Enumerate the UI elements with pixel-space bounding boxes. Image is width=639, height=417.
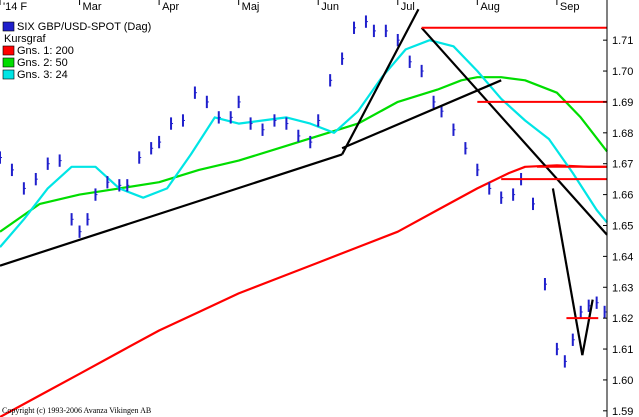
y-tick-label: 1.62 — [612, 313, 633, 325]
legend-entry-ma50: Gns. 2: 50 — [17, 57, 68, 69]
x-tick-label: Apr — [162, 1, 179, 13]
y-tick-label: 1.65 — [612, 220, 633, 232]
x-tick-label: Mar — [83, 1, 102, 13]
y-axis-ticks: 1.59 1.60 1.61 1.62 1.63 1.64 1.65 1.66 1.67 1.68… — [603, 35, 633, 417]
y-tick-label: 1.70 — [612, 66, 633, 78]
y-tick-label: 1.66 — [612, 190, 633, 202]
trendline — [581, 299, 594, 356]
x-tick-label: '14 F — [3, 1, 27, 13]
x-tick-label: Maj — [242, 1, 260, 13]
ma200-line — [0, 164, 607, 417]
ma24-line — [0, 39, 608, 248]
ma200-layer — [0, 164, 607, 417]
legend-title: SIX GBP/USD-SPOT (Dag) — [17, 21, 151, 33]
y-tick-label: 1.60 — [612, 375, 633, 387]
trendline — [551, 188, 584, 356]
y-tick-label: 1.63 — [612, 282, 633, 294]
legend-entry-ma200: Gns. 1: 200 — [17, 45, 74, 57]
legend-swatch-ma50 — [2, 57, 15, 68]
trendline — [0, 153, 343, 267]
legend-swatch-ma200 — [2, 45, 15, 56]
trendline — [341, 8, 420, 155]
x-tick-label: Jul — [401, 1, 415, 13]
legend-subtitle: Kursgraf — [4, 33, 47, 45]
x-tick-label: Sep — [560, 1, 580, 13]
legend-swatch-ma24 — [2, 69, 15, 80]
x-tick-label: Aug — [480, 1, 500, 13]
y-tick-label: 1.61 — [612, 344, 633, 356]
level-lines-layer — [421, 26, 607, 320]
y-tick-label: 1.68 — [612, 128, 633, 140]
copyright-text: Copyright (c) 1993-2006 Avanza Vikingen … — [2, 406, 151, 415]
trendlines-layer — [0, 8, 608, 356]
legend: SIX GBP/USD-SPOT (Dag) Kursgraf Gns. 1: … — [2, 21, 151, 81]
y-tick-label: 1.59 — [612, 406, 633, 417]
y-tick-label: 1.67 — [612, 159, 633, 171]
y-tick-label: 1.64 — [612, 251, 633, 263]
y-tick-label: 1.69 — [612, 97, 633, 109]
price-bars-layer — [0, 15, 607, 368]
x-axis-ticks: '14 F Mar Apr Maj Jun Jul Aug Sep — [0, 0, 579, 13]
y-tick-label: 1.71 — [612, 35, 633, 47]
x-tick-label: Jun — [321, 1, 339, 13]
ma24-layer — [0, 39, 608, 248]
trendline — [341, 79, 502, 150]
legend-swatch-price — [2, 21, 15, 32]
trendline — [420, 27, 608, 236]
legend-entry-ma24: Gns. 3: 24 — [17, 69, 68, 81]
